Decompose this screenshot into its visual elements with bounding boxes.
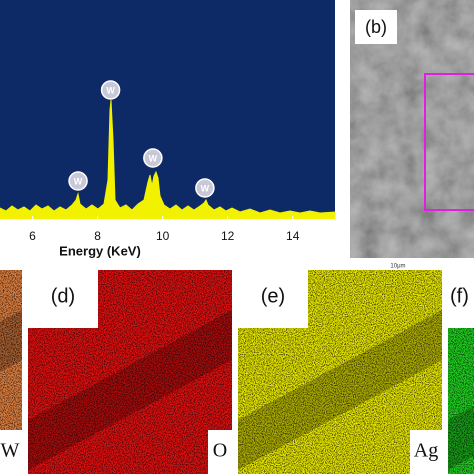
panel-label-box bbox=[28, 270, 98, 328]
x-tick-label: 10 bbox=[156, 229, 170, 243]
element-label: O bbox=[213, 440, 227, 462]
element-label-box bbox=[410, 430, 442, 474]
element-label-box bbox=[0, 430, 22, 474]
panel-label: (f) bbox=[450, 285, 469, 307]
x-tick-label: 8 bbox=[94, 229, 101, 243]
selection-box bbox=[424, 73, 474, 211]
panel-label: (e) bbox=[261, 285, 285, 307]
map-band bbox=[0, 310, 22, 372]
peak-marker bbox=[68, 171, 88, 191]
scale-bar-label: 10μm bbox=[390, 264, 405, 270]
panel-label: (b) bbox=[365, 17, 387, 37]
map-noise bbox=[0, 270, 22, 474]
x-axis bbox=[0, 219, 335, 221]
peak-label: W bbox=[74, 176, 83, 186]
panel-label: (d) bbox=[51, 285, 75, 307]
map-band bbox=[448, 405, 474, 470]
x-tick-label: 12 bbox=[221, 229, 235, 243]
peak-marker bbox=[143, 148, 163, 168]
panel-label-box bbox=[238, 270, 308, 328]
peak-label: W bbox=[149, 153, 158, 163]
spectrum-background bbox=[0, 0, 335, 220]
x-tick-label: 14 bbox=[286, 229, 300, 243]
element-label: Ag bbox=[414, 440, 438, 462]
spectrum-trace bbox=[0, 99, 336, 221]
panel-label-box bbox=[355, 10, 397, 44]
panel-label-box bbox=[448, 270, 474, 328]
peak-marker bbox=[195, 178, 215, 198]
map-band bbox=[238, 310, 442, 470]
element-label-box bbox=[208, 430, 232, 474]
map-band bbox=[28, 310, 232, 470]
peak-label: W bbox=[106, 85, 115, 95]
element-label: W bbox=[1, 440, 20, 462]
x-axis-title: Energy (KeV) bbox=[59, 243, 141, 258]
peak-marker bbox=[100, 80, 121, 100]
peak-label: W bbox=[201, 183, 210, 193]
x-tick-label: 6 bbox=[29, 229, 36, 243]
